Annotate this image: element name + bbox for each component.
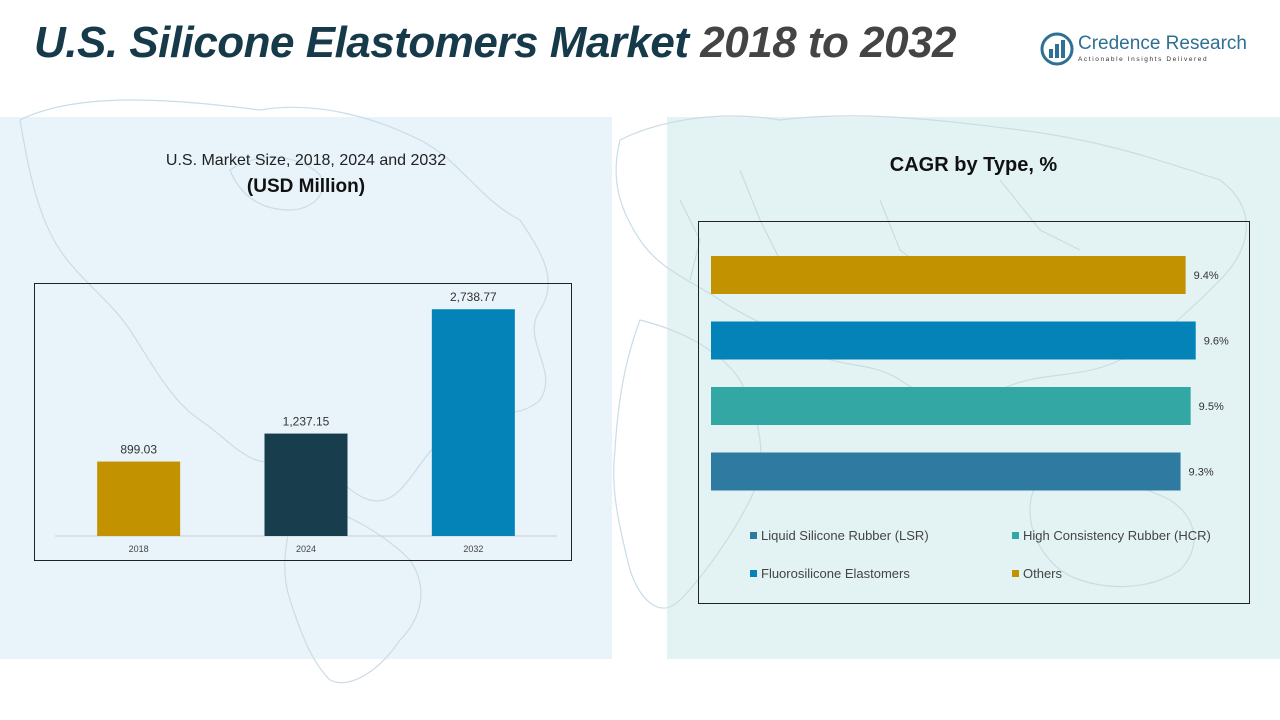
- logo-name: Credence Research: [1078, 33, 1247, 54]
- page-title: U.S. Silicone Elastomers Market 2018 to …: [34, 18, 957, 68]
- legend-item-fluorosilicone: Fluorosilicone Elastomers: [750, 566, 910, 581]
- cagr-chart-svg: 9.4% 9.6% 9.5% 9.3%: [711, 256, 1229, 491]
- x-tick-label: 2018: [129, 544, 149, 554]
- legend-label: High Consistency Rubber (HCR): [1023, 528, 1211, 543]
- credence-research-logo: Credence Research Actionable Insights De…: [1040, 30, 1260, 70]
- market-size-subtitle: U.S. Market Size, 2018, 2024 and 2032: [165, 152, 447, 169]
- bar-fluorosilicone-elastomers: [711, 321, 1196, 360]
- legend-label: Liquid Silicone Rubber (LSR): [761, 528, 929, 543]
- logo-tagline: Actionable Insights Delivered: [1078, 56, 1209, 63]
- data-label: 9.4%: [1194, 270, 1219, 282]
- market-size-chart-svg: 899.03 2018 1,237.15 2024 2,738.77 2032: [55, 290, 557, 554]
- data-label: 2,738.77: [450, 290, 497, 304]
- data-label: 9.6%: [1204, 336, 1229, 348]
- x-tick-label: 2024: [296, 544, 316, 554]
- legend-swatch: [750, 570, 757, 577]
- title-years: 2018 to 2032: [700, 18, 957, 67]
- title-main: U.S. Silicone Elastomers Market: [34, 18, 689, 67]
- market-size-chart: 899.03 2018 1,237.15 2024 2,738.77 2032: [34, 283, 572, 561]
- cagr-chart: 9.4% 9.6% 9.5% 9.3%: [698, 221, 1250, 604]
- market-size-unit: (USD Million): [246, 176, 366, 197]
- legend-swatch: [750, 532, 757, 539]
- legend-swatch: [1012, 570, 1019, 577]
- bar-2024: [264, 433, 348, 536]
- bar-liquid-silicone-rubber-lsr-: [711, 452, 1181, 491]
- cagr-chart-title: CAGR by Type, %: [889, 154, 1058, 176]
- legend-label: Fluorosilicone Elastomers: [761, 566, 910, 581]
- legend-item-hcr: High Consistency Rubber (HCR): [1012, 528, 1211, 543]
- data-label: 1,237.15: [283, 415, 330, 429]
- legend-swatch: [1012, 532, 1019, 539]
- bar-high-consistency-rubber-hcr-: [711, 387, 1191, 425]
- legend-item-others: Others: [1012, 566, 1062, 581]
- bar-2032: [431, 309, 515, 536]
- bar-others: [711, 256, 1186, 294]
- data-label: 9.3%: [1189, 467, 1214, 479]
- legend-item-lsr: Liquid Silicone Rubber (LSR): [750, 528, 929, 543]
- logo-mark-icon: [1040, 32, 1074, 66]
- x-tick-label: 2032: [463, 544, 483, 554]
- bar-2018: [97, 461, 181, 536]
- data-label: 899.03: [120, 443, 157, 457]
- data-label: 9.5%: [1199, 401, 1224, 413]
- legend-label: Others: [1023, 566, 1063, 581]
